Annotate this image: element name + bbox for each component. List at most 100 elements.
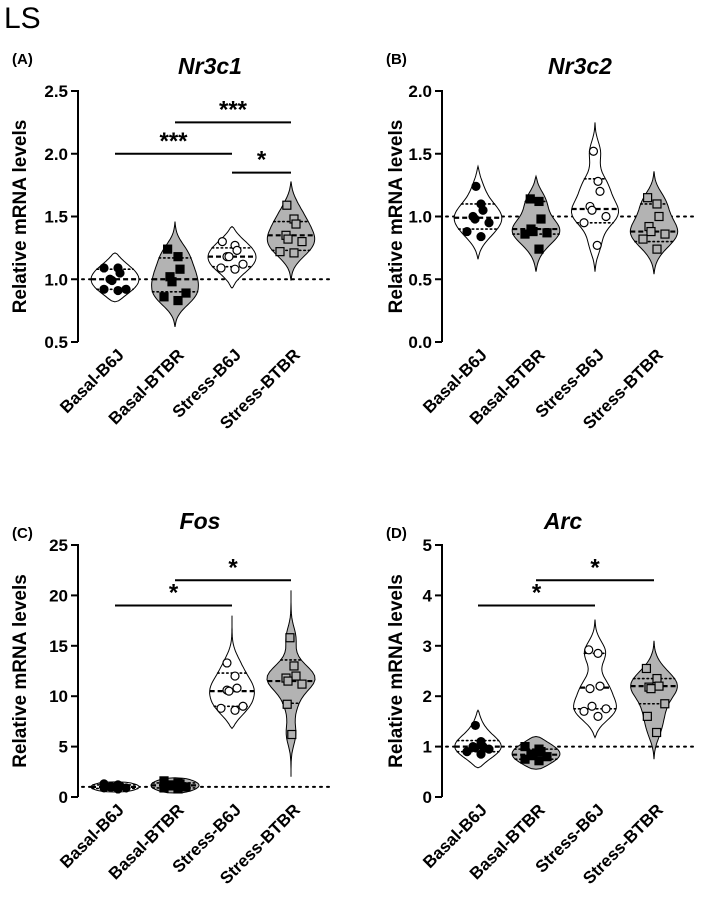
data-point (159, 783, 169, 793)
data-point (238, 259, 248, 269)
panel-A: (A) Nr3c1 Relative mRNA levels 0.5 1.0 1.5 2.0… (10, 51, 332, 433)
y-tick-label: 25 (49, 536, 68, 555)
y-tick-label: 0.5 (44, 333, 68, 352)
y-tick-label: 4 (423, 586, 433, 605)
data-point (646, 684, 656, 694)
data-point (646, 226, 656, 237)
data-point (107, 275, 117, 286)
data-point (224, 252, 234, 262)
data-point (291, 671, 301, 681)
y-tick-label: 20 (49, 586, 68, 605)
data-point (238, 701, 248, 711)
data-point (462, 747, 472, 757)
data-point (542, 752, 552, 762)
data-point (593, 176, 603, 186)
data-point (525, 194, 535, 204)
y-tick-label: 15 (49, 637, 68, 656)
significance-label: * (590, 554, 600, 581)
data-point (222, 658, 232, 668)
y-tick-label: 0.0 (408, 333, 432, 352)
data-point (230, 705, 240, 715)
data-point (476, 749, 486, 759)
data-point (579, 218, 589, 228)
y-tick-label: 1 (423, 738, 432, 757)
data-point (283, 676, 293, 686)
y-tick-label: 1.0 (44, 270, 68, 289)
data-point (282, 699, 292, 709)
data-point (115, 268, 125, 278)
data-point (536, 214, 546, 224)
data-point (654, 681, 664, 691)
data-point (232, 683, 242, 693)
panel-title: Arc (543, 508, 583, 534)
data-point (520, 229, 530, 239)
y-tick-label: 0.5 (408, 270, 432, 289)
data-point (121, 284, 131, 294)
data-point (478, 205, 488, 215)
data-point (484, 744, 494, 754)
data-point (542, 228, 552, 238)
y-tick-label: 3 (423, 637, 432, 656)
violin-basal-btbr (151, 221, 199, 327)
data-point (181, 288, 191, 298)
y-tick-label: 2.0 (408, 82, 432, 101)
data-point (528, 226, 538, 237)
data-point (175, 264, 185, 274)
data-point (660, 699, 670, 709)
data-point (520, 741, 530, 752)
data-point (121, 783, 131, 793)
data-point (660, 229, 670, 239)
y-axis-label: Relative mRNA levels (386, 574, 407, 768)
data-point (593, 711, 603, 721)
data-point (593, 648, 603, 658)
y-tick-label: 1.5 (408, 145, 432, 164)
data-point (283, 234, 293, 244)
y-tick-label: 2.5 (44, 82, 68, 101)
data-point (99, 263, 109, 273)
y-tick-label: 0 (423, 788, 432, 807)
violin-stress-btbr (629, 171, 679, 275)
y-tick-label: 10 (49, 687, 68, 706)
data-point (585, 684, 595, 694)
data-point (291, 219, 301, 229)
data-point (652, 244, 662, 254)
data-point (275, 247, 285, 257)
data-point (601, 704, 611, 714)
data-point (588, 146, 599, 156)
data-point (595, 681, 605, 691)
data-point (232, 245, 242, 255)
data-point (595, 186, 605, 196)
data-point (584, 645, 594, 655)
data-point (654, 211, 664, 222)
y-tick-label: 0 (59, 788, 68, 807)
significance-label: *** (219, 96, 248, 123)
data-point (638, 234, 648, 244)
y-tick-label: 1.5 (44, 208, 68, 227)
data-point (285, 633, 295, 643)
data-point (173, 295, 183, 306)
significance-label: * (169, 579, 179, 606)
y-axis-label: Relative mRNA levels (10, 120, 31, 314)
panel-label: (C) (12, 525, 33, 542)
data-point (230, 264, 240, 274)
data-point (113, 285, 123, 296)
data-point (282, 200, 292, 210)
violin-stress-b6j (570, 122, 620, 272)
data-point (470, 214, 480, 224)
data-point (587, 205, 597, 215)
data-point (99, 783, 109, 793)
data-point (163, 244, 173, 254)
data-point (534, 756, 544, 766)
data-point (641, 663, 652, 674)
data-point (520, 754, 530, 764)
significance-label: * (257, 147, 267, 174)
data-point (99, 284, 109, 294)
panel-title: Fos (180, 508, 221, 534)
data-point (587, 701, 597, 711)
panel-label: (B) (386, 51, 407, 68)
data-point (113, 784, 123, 794)
violin-stress-btbr (630, 640, 678, 760)
data-point (652, 199, 662, 209)
